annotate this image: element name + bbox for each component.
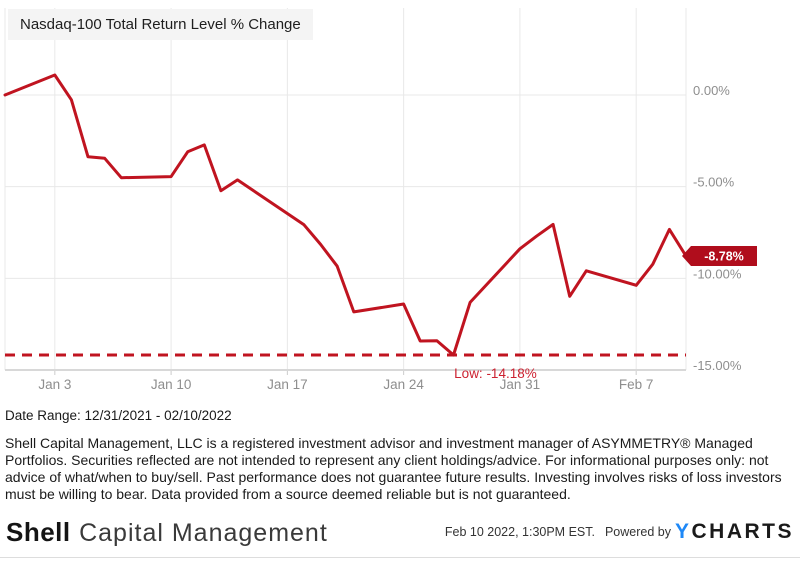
- badge-shape: [682, 245, 757, 266]
- return-series-polyline: [3, 73, 688, 357]
- y-tick-label: -5.00%: [693, 175, 735, 190]
- ycharts-logo[interactable]: YCHARTS: [675, 520, 794, 544]
- logo-word-shell: Shell: [6, 516, 71, 547]
- chart-area: Jan 3 Jan 10 Jan 17 Jan 24 Jan 31 Feb 7 0.00% -…: [0, 0, 800, 400]
- x-tick-label: Jan 10: [151, 377, 192, 392]
- y-tick-label: -15.00%: [693, 358, 742, 373]
- timestamp: Feb 10 2022, 1:30PM EST.: [444, 525, 595, 539]
- series-line: [3, 73, 688, 357]
- date-range-label: Date Range: 12/31/2021 - 02/10/2022: [5, 408, 232, 423]
- low-label: Low: -14.18%: [454, 366, 537, 381]
- badge-value-label: -8.78%: [704, 249, 744, 263]
- footer: Shell Capital Management Feb 10 2022, 1:…: [0, 513, 800, 557]
- axis-labels: Jan 3 Jan 10 Jan 17 Jan 24 Jan 31 Feb 7 0.00% -…: [38, 83, 742, 392]
- ycharts-wordmark: CHARTS: [691, 520, 794, 543]
- powered-by-label: Powered by: [604, 525, 671, 539]
- nasdaq-return-line-chart[interactable]: Jan 3 Jan 10 Jan 17 Jan 24 Jan 31 Feb 7 0.00% -…: [0, 0, 800, 400]
- gridlines: [4, 8, 687, 375]
- shell-capital-logo: Shell Capital Management: [6, 517, 328, 548]
- attribution: Feb 10 2022, 1:30PM EST. Powered by YCHA…: [445, 520, 794, 544]
- x-tick-label: Feb 7: [619, 377, 654, 392]
- ycharts-y-glyph: Y: [674, 520, 692, 543]
- x-tick-label: Jan 17: [267, 377, 308, 392]
- x-tick-label: Jan 24: [383, 377, 424, 392]
- logo-word-capital-management: Capital Management: [79, 518, 328, 547]
- last-value-badge: -8.78%: [682, 245, 757, 266]
- disclaimer-text: Shell Capital Management, LLC is a regis…: [5, 435, 782, 502]
- y-tick-label: 0.00%: [693, 83, 730, 98]
- low-annotation: Low: -14.18%: [5, 353, 686, 381]
- x-tick-label: Jan 3: [38, 377, 71, 392]
- y-tick-label: -10.00%: [693, 266, 742, 281]
- x-tick-label: Jan 31: [500, 377, 541, 392]
- chart-title: Nasdaq-100 Total Return Level % Change: [8, 9, 313, 40]
